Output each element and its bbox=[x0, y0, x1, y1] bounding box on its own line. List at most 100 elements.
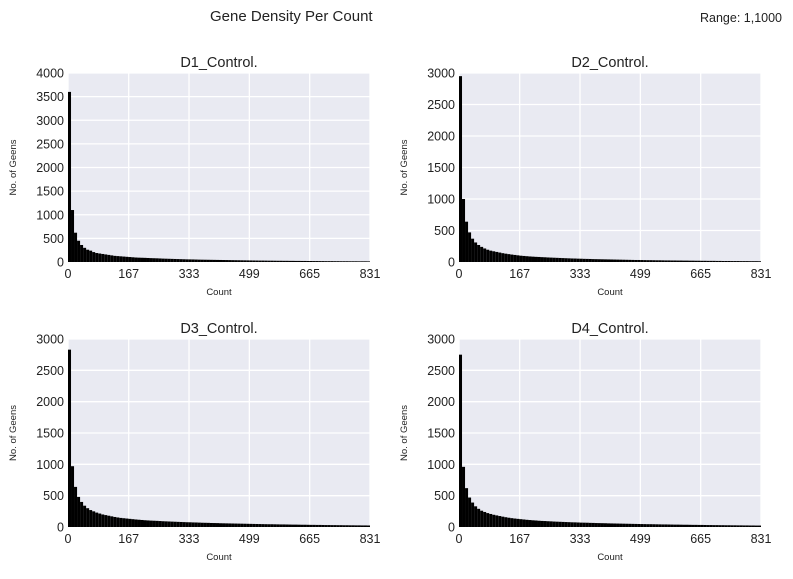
histogram-bar bbox=[173, 521, 177, 527]
histogram-bar bbox=[691, 260, 695, 262]
histogram-bar bbox=[158, 521, 162, 527]
histogram-bar bbox=[95, 512, 99, 527]
histogram-bar bbox=[357, 525, 361, 527]
histogram-bar bbox=[552, 521, 556, 527]
histogram-bar bbox=[646, 524, 650, 527]
histogram-bar bbox=[101, 253, 105, 262]
histogram-bar bbox=[366, 525, 370, 527]
x-tick-label: 831 bbox=[360, 267, 381, 281]
y-tick-label: 4000 bbox=[36, 67, 64, 81]
histogram-bar bbox=[95, 253, 99, 262]
histogram-bar bbox=[709, 260, 713, 262]
histogram-bar bbox=[146, 520, 150, 527]
histogram-bar bbox=[658, 260, 662, 262]
histogram-bar bbox=[471, 238, 475, 262]
histogram-bar bbox=[516, 518, 520, 527]
histogram-bar bbox=[360, 261, 364, 262]
histogram-bar bbox=[339, 525, 343, 527]
histogram-bar bbox=[477, 508, 481, 527]
histogram-bar bbox=[640, 260, 644, 262]
histogram-bar bbox=[200, 522, 204, 527]
subplot-1: 0 500 1000 1500 2000 2500 3000 3500 4000 0 167 333 4… bbox=[8, 55, 380, 298]
histogram-bar bbox=[234, 260, 238, 262]
histogram-bar bbox=[721, 260, 725, 262]
histogram-bar bbox=[709, 525, 713, 527]
histogram-bar bbox=[98, 253, 102, 262]
x-tick-label: 167 bbox=[118, 532, 139, 546]
histogram-bar bbox=[246, 523, 250, 527]
histogram-bar bbox=[119, 256, 123, 262]
histogram-bar bbox=[588, 522, 592, 527]
x-tick-label: 0 bbox=[65, 532, 72, 546]
histogram-bar bbox=[646, 260, 650, 262]
histogram-bar bbox=[219, 259, 223, 262]
x-tick-label: 333 bbox=[179, 267, 200, 281]
histogram-bar bbox=[579, 522, 583, 527]
histogram-bar bbox=[167, 521, 171, 527]
histogram-bar bbox=[501, 516, 505, 527]
histogram-bar bbox=[264, 260, 268, 262]
histogram-bar bbox=[137, 257, 141, 262]
histogram-bar bbox=[519, 519, 523, 527]
histogram-bar bbox=[519, 255, 523, 262]
histogram-bar bbox=[282, 524, 286, 527]
histogram-bar bbox=[715, 525, 719, 527]
y-axis-label: No. of Geens bbox=[399, 139, 410, 195]
histogram-bar bbox=[294, 524, 298, 527]
histogram-bar bbox=[588, 258, 592, 262]
histogram-bar bbox=[573, 522, 577, 527]
y-tick-label: 2000 bbox=[427, 395, 455, 409]
histogram-bar bbox=[643, 524, 647, 527]
histogram-bar bbox=[585, 522, 589, 527]
histogram-bar bbox=[700, 260, 704, 262]
histogram-bar bbox=[92, 252, 96, 262]
histogram-bar bbox=[730, 525, 734, 527]
y-tick-label: 1500 bbox=[427, 427, 455, 441]
y-axis-label: No. of Geens bbox=[399, 405, 410, 461]
x-tick-label: 0 bbox=[456, 532, 463, 546]
histogram-bar bbox=[173, 258, 177, 262]
histogram-bar bbox=[167, 258, 171, 262]
histogram-bar bbox=[730, 261, 734, 262]
subplot-title: D4_Control. bbox=[571, 321, 648, 337]
histogram-bar bbox=[137, 519, 141, 527]
histogram-bar bbox=[534, 520, 538, 527]
histogram-bar bbox=[495, 251, 499, 262]
histogram-bar bbox=[200, 259, 204, 262]
histogram-bar bbox=[733, 261, 737, 262]
histogram-bar bbox=[495, 515, 499, 527]
histogram-bar bbox=[366, 261, 370, 262]
histogram-bar bbox=[185, 259, 189, 262]
histogram-bar bbox=[143, 520, 147, 527]
histogram-bar bbox=[306, 261, 310, 262]
y-tick-label: 2500 bbox=[36, 364, 64, 378]
x-axis-label: Count bbox=[597, 552, 623, 563]
histogram-bar bbox=[212, 523, 216, 527]
histogram-bar bbox=[468, 497, 472, 527]
histogram-bar bbox=[122, 518, 126, 527]
histogram-bar bbox=[249, 523, 253, 527]
histogram-bar bbox=[628, 523, 632, 527]
histogram-bar bbox=[558, 521, 562, 527]
histogram-bar bbox=[540, 520, 544, 527]
histogram-bar bbox=[303, 260, 307, 262]
histogram-bar bbox=[327, 261, 331, 262]
histogram-bar bbox=[92, 511, 96, 527]
x-tick-label: 665 bbox=[690, 532, 711, 546]
histogram-bar bbox=[225, 523, 229, 527]
histogram-bar bbox=[667, 260, 671, 262]
histogram-bar bbox=[706, 525, 710, 527]
histogram-bar bbox=[98, 513, 102, 527]
histogram-bar bbox=[652, 260, 656, 262]
histogram-bar bbox=[164, 258, 168, 262]
histogram-bar bbox=[231, 260, 235, 262]
histogram-bar bbox=[194, 522, 198, 527]
histogram-bar bbox=[751, 525, 755, 527]
histogram-bar bbox=[561, 521, 565, 527]
y-tick-label: 1000 bbox=[36, 458, 64, 472]
histogram-bar bbox=[513, 254, 517, 262]
histogram-bar bbox=[288, 260, 292, 262]
histogram-bar bbox=[182, 522, 186, 527]
x-tick-label: 831 bbox=[751, 532, 772, 546]
y-tick-label: 500 bbox=[43, 232, 64, 246]
